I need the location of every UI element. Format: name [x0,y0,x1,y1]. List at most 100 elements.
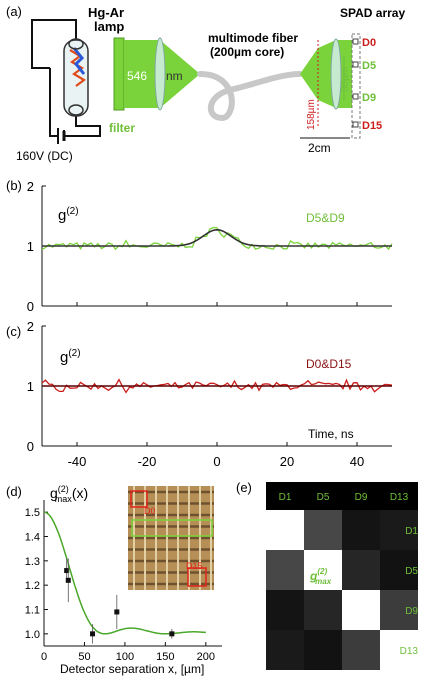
x-tick-label: 50 [78,651,90,663]
panel-b-fit-line [42,228,392,247]
spad-pixel-d0 [352,38,359,45]
y-tick-label: 2 [27,179,34,194]
filter-label: filter [109,121,135,135]
lamp-spectrum-blue [72,47,86,75]
inset-green-band [131,519,213,537]
panel-d: (d) 1.0 1.1 1.2 1.3 1.4 1.5 0 50 100 150 200 g(2) m… [6,484,222,676]
heatmap-center-sup: (2) [317,567,327,576]
x-tick-label: -20 [138,454,157,469]
collimating-lens [330,38,342,110]
multimode-fiber [197,71,303,122]
panel-c-letter: (c) [6,324,21,339]
beam-focusing [160,40,200,108]
panel-e: (e) D1 D5 D9 D13 D1 D5 D9 D13 g(2) max [236,480,418,670]
heatmap-col-label: D5 [317,492,330,503]
detector-d5-label: D5 [362,60,376,72]
heatmap-row-label: D13 [400,646,419,657]
lamp-label-line2: lamp [94,19,124,34]
heatmap-cell [304,590,342,630]
filter-plate [113,37,125,111]
data-point [169,631,175,637]
y-tick-label: 1.2 [25,580,40,592]
wavelength-value: 546 [127,69,147,83]
heatmap-cell [266,590,304,630]
panel-d-xlabel: Detector separation x, [µm] [60,662,204,676]
panel-d-ylabel-arg: (x) [72,485,88,501]
panel-d-ylabel: g(2) max(x) [50,484,88,504]
panel-c-series-label: D0&D15 [306,357,352,371]
heatmap-cell [380,590,418,630]
scale-label: 2cm [308,141,331,155]
data-point [65,577,71,583]
inset-d0-label: D0 [144,506,156,516]
inset-d15-label: D15 [186,561,203,571]
panel-b: (b) 0 1 2 g(2) D5&D9 [6,178,393,314]
panel-d-ylabel-sub: max [55,494,73,504]
panel-b-series-line [41,226,393,251]
x-tick-label: -40 [68,454,87,469]
lamp-label-line1: Hg-Ar [88,5,124,20]
data-point [90,631,96,637]
heatmap-center-label: g(2) max [309,567,332,586]
y-tick-label: 1.0 [25,629,40,641]
panel-d-points [64,558,175,644]
y-tick-label: 1.3 [25,556,40,568]
focusing-lens [154,37,166,111]
heatmap-cell [342,590,380,630]
panel-d-letter: (d) [6,484,22,499]
x-tick-label: 0 [213,454,220,469]
inset-d0-box [130,490,148,508]
heatmap-center-sub: max [315,577,332,586]
x-tick-label: 150 [156,651,174,663]
heatmap-row-label: D9 [405,606,418,617]
beam-collimated [124,40,160,108]
heatmap-row-label: D1 [405,526,418,537]
panel-d-fit-curve [43,511,206,635]
panel-c-xlabel: Time, ns [308,427,354,441]
data-point [114,609,120,615]
panel-d-ylabel-sup: (2) [58,484,69,494]
heatmap-cell [266,630,304,670]
heatmap-cell [380,510,418,550]
inset-grid [128,486,214,590]
heatmap-cell [380,550,418,590]
heatmap-cell [342,630,380,670]
heatmap-col-label: D9 [355,492,368,503]
detector-d15-label: D15 [362,120,382,132]
lamp-electrode-top [68,38,84,50]
x-tick-label: 40 [350,454,364,469]
panel-b-ylabel: g(2) [58,206,79,224]
lamp-electrode-bottom [68,104,84,116]
spad-label: SPAD array [340,6,405,20]
panel-a-letter: (a) [6,4,22,19]
y-tick-label: 2 [27,319,34,334]
spad-chip [351,33,361,139]
heatmap-cell [342,550,380,590]
heatmap-row-label: D5 [405,566,418,577]
span-label: 158µm [306,99,317,130]
panel-b-series-label: D5&D9 [306,211,345,225]
heatmap-cell [342,510,380,550]
data-point [64,568,70,574]
panel-b-letter: (b) [6,178,22,193]
y-tick-label: 0 [27,299,34,314]
circuit-wire-right [63,116,101,137]
panel-c-ylabel: g(2) [60,348,81,366]
pitch-label: 30µm [340,67,351,92]
detector-d0-label: D0 [362,37,376,49]
y-tick-label: 1 [27,379,34,394]
spad-pixel-d5 [352,61,359,68]
y-tick-label: 1.1 [25,605,40,617]
voltage-label: 160V (DC) [16,149,73,163]
y-tick-label: 1.5 [25,507,40,519]
heatmap-labels: D1 D5 D9 D13 D1 D5 D9 D13 [279,492,419,657]
detector-d9-label: D9 [362,92,376,104]
fiber-label-line1: multimode fiber [208,31,298,45]
heatmap-col-label: D1 [279,492,292,503]
y-tick-label: 1 [27,239,34,254]
heatmap-cell [304,630,342,670]
fiber-label-line2: (200µm core) [210,45,284,59]
heatmap-cell [304,510,342,550]
spad-pixel-d15 [352,121,359,128]
